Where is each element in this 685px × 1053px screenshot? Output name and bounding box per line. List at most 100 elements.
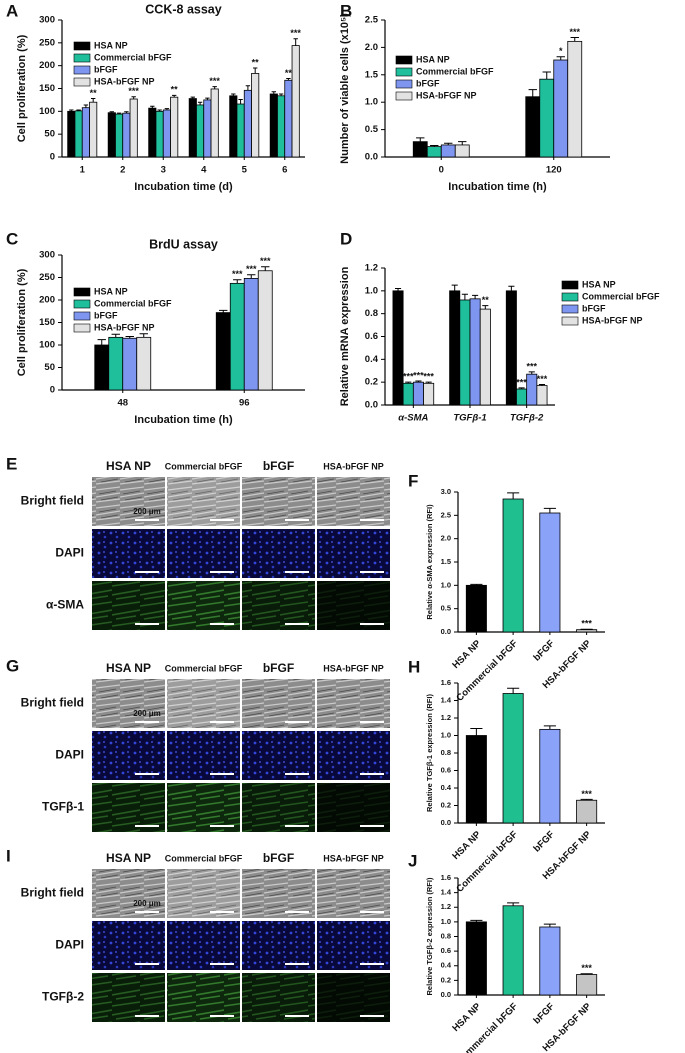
error-bar [470,728,483,736]
bar [229,282,245,391]
bar [162,109,171,158]
panel-letter: A [6,1,18,20]
error-bar [131,96,136,100]
bar [539,512,561,633]
y-tick-label: 1.0 [441,580,451,589]
bar [539,728,561,824]
significance-label: *** [537,374,548,384]
micrograph [317,529,390,578]
significance-label: *** [403,372,414,382]
y-tick-label: 0.5 [441,604,451,613]
y-tick-label: 2.0 [365,42,378,53]
y-tick-label: 1.2 [441,902,451,911]
x-axis-title: Incubation time (h) [134,414,233,426]
micrograph-shade [92,973,165,1022]
bar [188,98,197,158]
error-bar [245,85,251,91]
micrograph-shade [317,783,390,832]
y-tick-label: 0.0 [441,818,451,827]
y-tick-label: 0.0 [441,990,451,999]
legend-swatch [73,299,91,309]
error-bar [482,305,489,310]
micrograph-shade [242,973,315,1022]
bar [107,112,116,158]
x-tick-label: HSA NP [450,638,483,671]
significance-label: ** [285,68,293,78]
error-bar [83,104,89,108]
x-tick-label: TGFβ-1 [453,413,486,424]
micrograph [317,869,390,918]
error-bar [470,919,483,922]
legend-label: bFGF [582,303,606,313]
micrograph [167,477,240,526]
row-label: TGFβ-2 [42,990,84,1004]
error-bar [157,109,162,112]
x-tick-label: Commercial bFGF [454,829,520,895]
error-bar [451,284,458,291]
error-bar [507,687,520,694]
legend-label: HSA-bFGF NP [582,315,643,325]
x-tick-label: 2 [120,165,125,176]
legend-swatch [73,53,91,63]
y-tick-label: 0.5 [365,124,379,135]
legend-label: bFGF [416,78,440,88]
error-bar [543,923,556,927]
bar [502,905,524,996]
error-bar [278,93,284,96]
legend-label: HSA-bFGF NP [416,90,477,100]
bar [108,336,124,391]
legend-swatch [73,41,91,51]
y-tick-label: 200 [39,295,55,306]
bar [469,298,481,406]
y-tick-label: 2.5 [365,15,379,26]
bar [536,385,548,406]
error-bar [164,108,170,110]
y-tick-label: 300 [39,250,55,261]
significance-label: *** [581,619,592,629]
bar [576,974,598,996]
y-tick-label: 100 [39,106,55,117]
error-bar [190,96,196,99]
bar [539,78,555,158]
y-tick-label: 0 [50,385,55,396]
bar [136,336,152,391]
bar [243,277,259,391]
significance-label: *** [581,789,592,799]
bar [539,926,561,996]
micrograph [92,783,165,832]
error-bar [430,144,439,147]
legend-swatch [73,65,91,75]
micrograph [167,529,240,578]
significance-label: ** [252,57,260,67]
panel-letter: D [340,229,352,248]
micrograph [167,921,240,970]
bar [412,141,428,158]
y-tick-label: 0.4 [441,961,452,970]
significance-label: *** [527,361,538,371]
significance-label: *** [260,256,271,266]
y-tick-label: 0.0 [365,152,378,163]
scale-label: 200 μm [133,899,161,908]
micrograph-shade [92,783,165,832]
bar [203,99,212,158]
chart-title: CCK-8 assay [145,2,221,16]
error-bar [150,105,155,109]
bar [502,498,524,633]
x-tick-label: HSA NP [450,1001,483,1034]
column-header: Commercial bFGF [165,853,243,863]
micrograph [242,783,315,832]
bar [576,629,598,633]
y-tick-label: 100 [39,340,55,351]
error-bar [405,381,412,384]
legend-label: Commercial bFGF [94,298,172,308]
bar [454,144,470,158]
micrograph [242,921,315,970]
y-tick-label: 0.6 [365,331,378,342]
micrograph [317,731,390,780]
y-tick-label: 0.8 [365,308,378,319]
error-bar [394,288,402,291]
error-bar [528,371,535,375]
y-axis-title: Number of viable cells (x10⁵) [339,13,351,164]
error-bar [124,111,129,114]
